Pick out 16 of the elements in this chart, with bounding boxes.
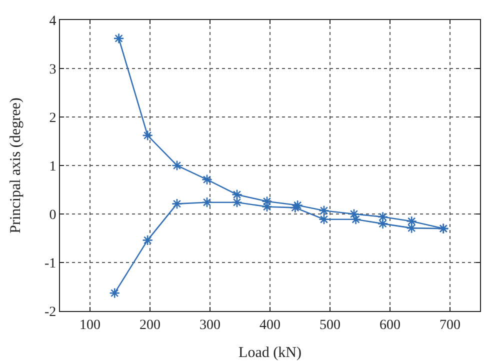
x-tick-label: 700 — [440, 318, 460, 333]
x-tick-label: 500 — [320, 318, 340, 333]
x-tick-label: 100 — [80, 318, 100, 333]
x-tick-label: 400 — [260, 318, 280, 333]
x-tick-label: 600 — [380, 318, 400, 333]
x-axis-title: Load (kN) — [238, 345, 302, 361]
y-tick-label: 2 — [49, 110, 56, 126]
y-tick-label: 4 — [49, 14, 56, 29]
y-tick-label: -2 — [44, 304, 56, 320]
y-axis-title: Principal axis (degree) — [8, 98, 24, 234]
y-tick-label: -1 — [44, 256, 56, 272]
y-tick-label: 1 — [49, 159, 56, 174]
y-tick-label: 0 — [49, 208, 56, 223]
x-tick-label: 200 — [140, 318, 160, 333]
x-tick-label: 300 — [200, 318, 220, 333]
y-tick-label: 3 — [49, 62, 56, 78]
